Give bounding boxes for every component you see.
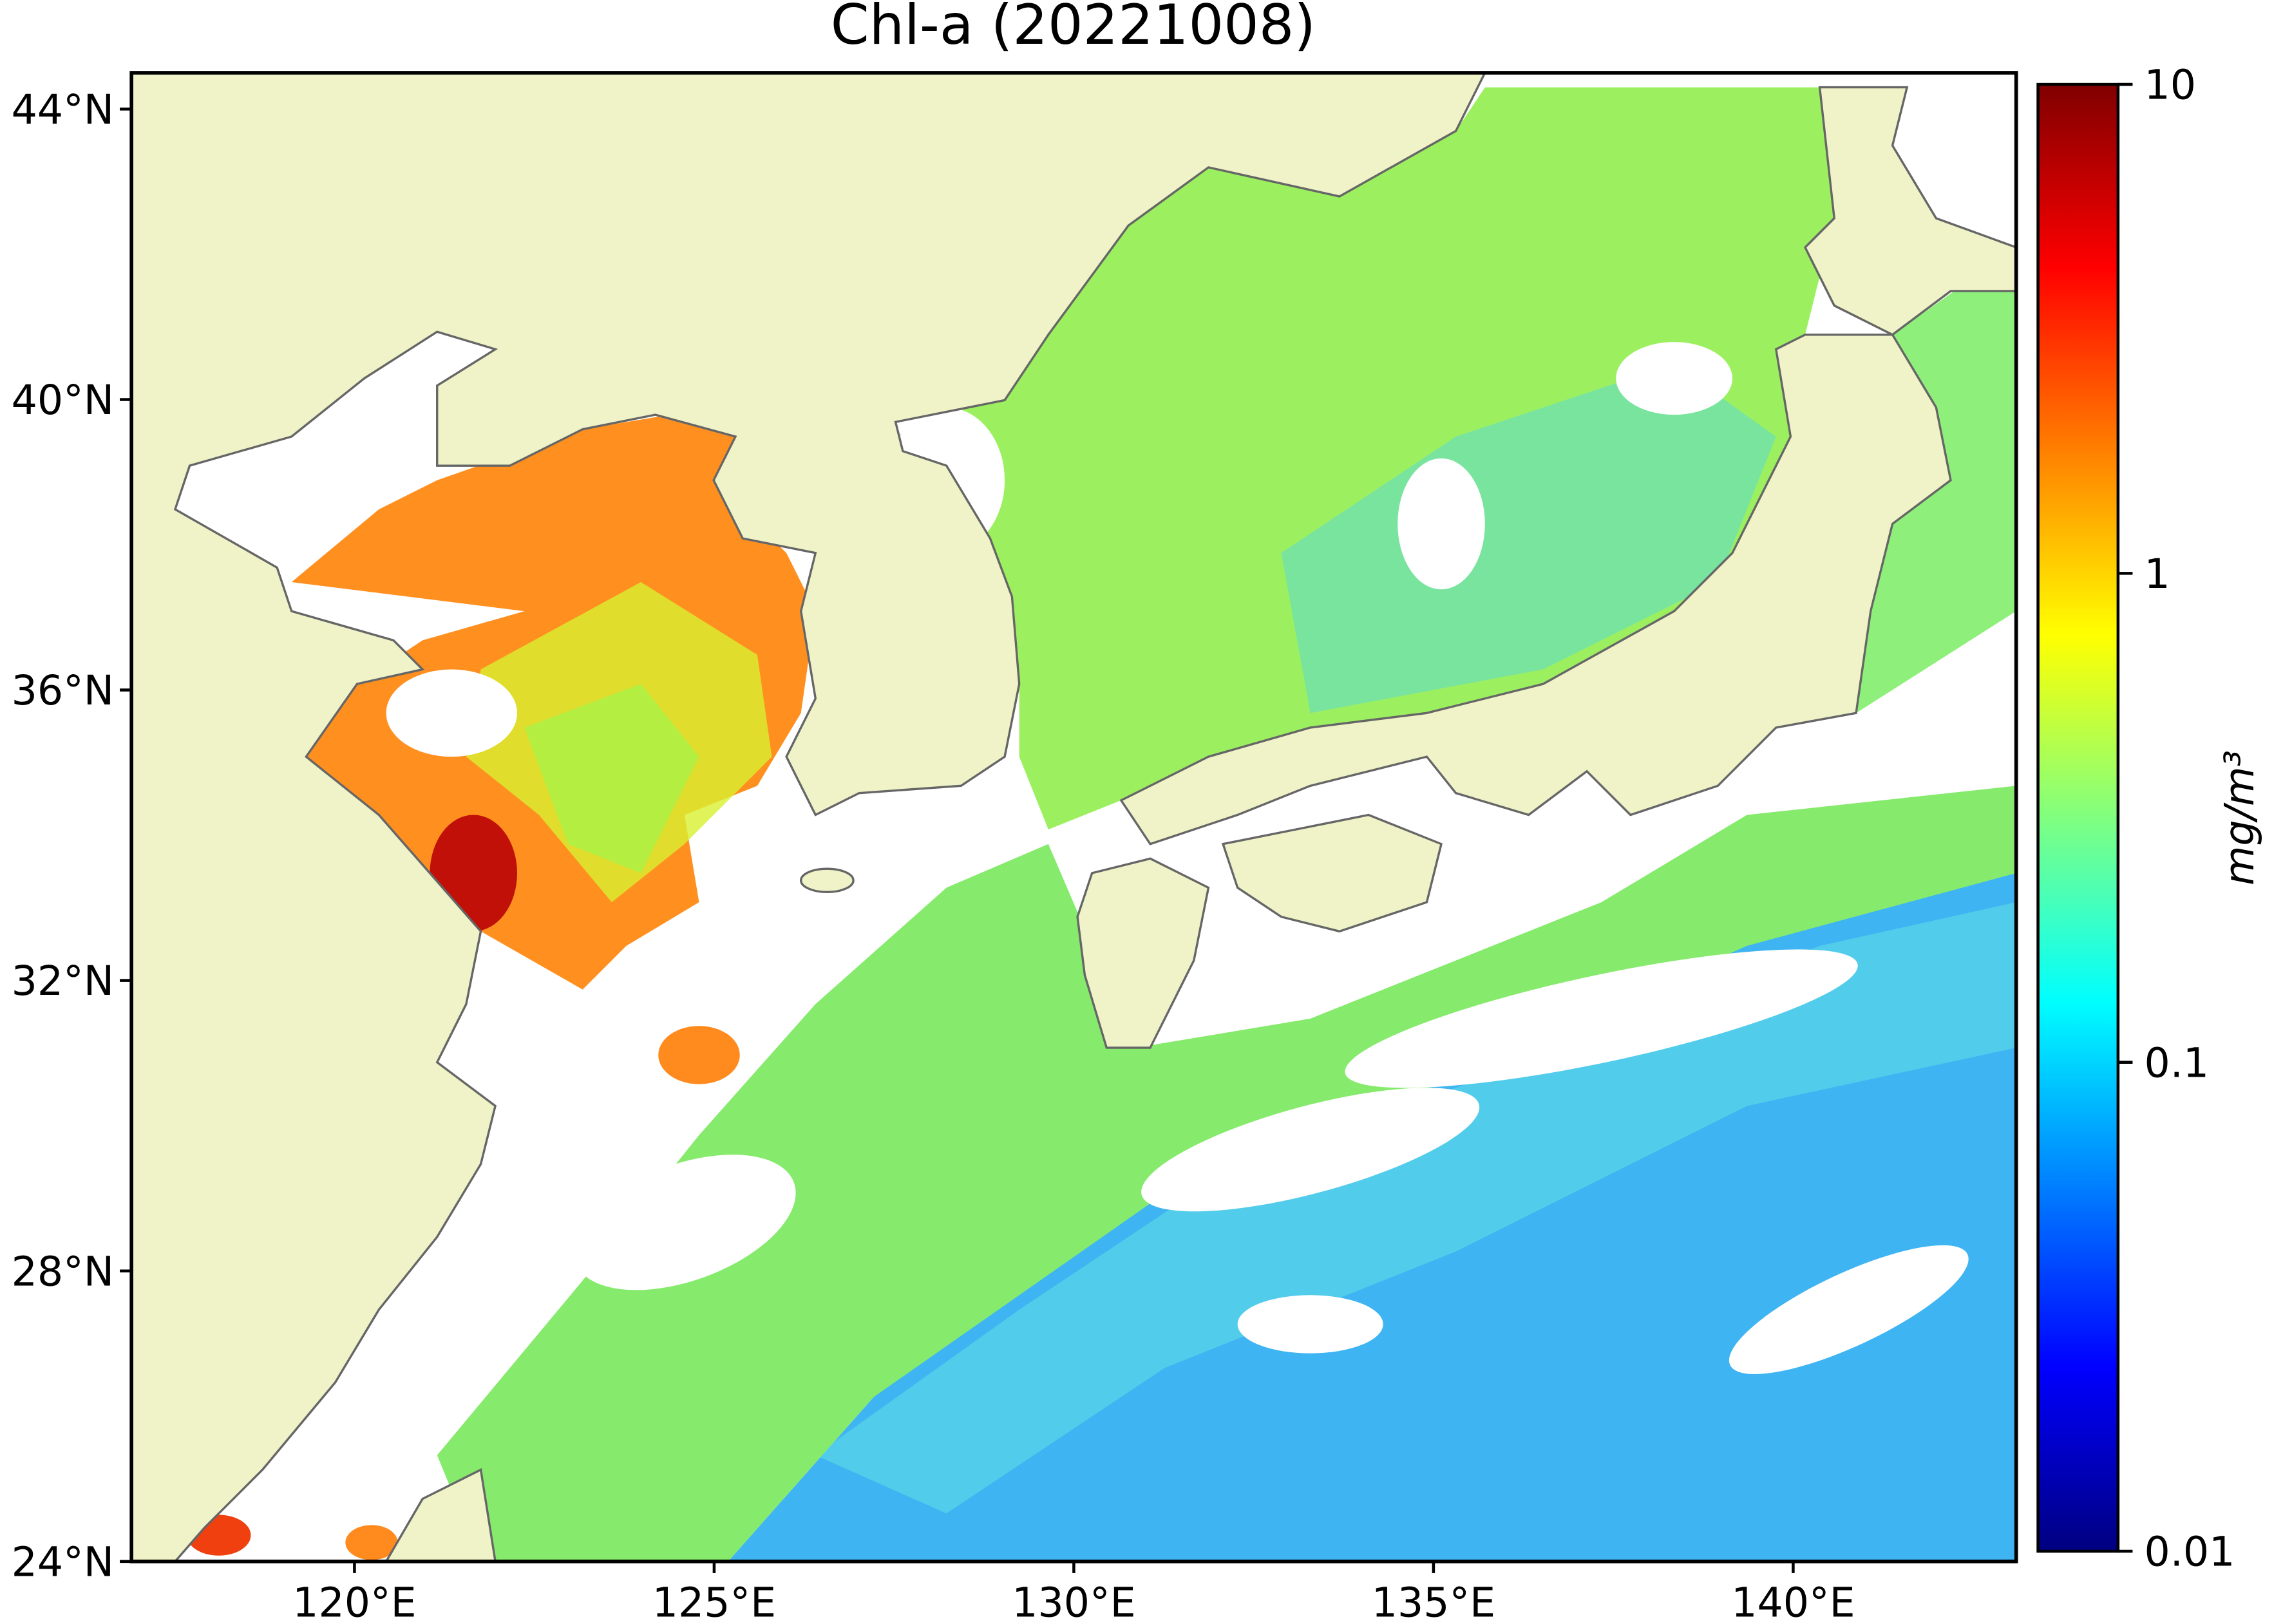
- colorbar-tick-label: 0.01: [2145, 1528, 2235, 1576]
- colorbar-label: mg/m³: [2215, 750, 2263, 885]
- x-tick-label: 130°E: [1012, 1579, 1135, 1624]
- x-tick-label: 120°E: [292, 1579, 416, 1624]
- colorbar: [2036, 82, 2120, 1553]
- colorbar-tick-label: 0.1: [2145, 1039, 2210, 1086]
- y-tick-label: 24°N: [12, 1538, 114, 1585]
- y-tick-label: 28°N: [12, 1247, 114, 1295]
- x-tick-label: 140°E: [1731, 1579, 1855, 1624]
- map-area: [131, 72, 2016, 1562]
- x-tick-label: 125°E: [652, 1579, 776, 1624]
- y-tick-label: 32°N: [12, 957, 114, 1005]
- map-title: Chl-a (20221008): [831, 0, 1316, 57]
- colorbar-tick-label: 10: [2145, 61, 2197, 109]
- y-tick-label: 44°N: [12, 86, 114, 133]
- y-tick-label: 36°N: [12, 666, 114, 714]
- x-tick-label: 135°E: [1372, 1579, 1495, 1624]
- y-tick-label: 40°N: [12, 376, 114, 424]
- colorbar-tick-label: 1: [2145, 550, 2170, 598]
